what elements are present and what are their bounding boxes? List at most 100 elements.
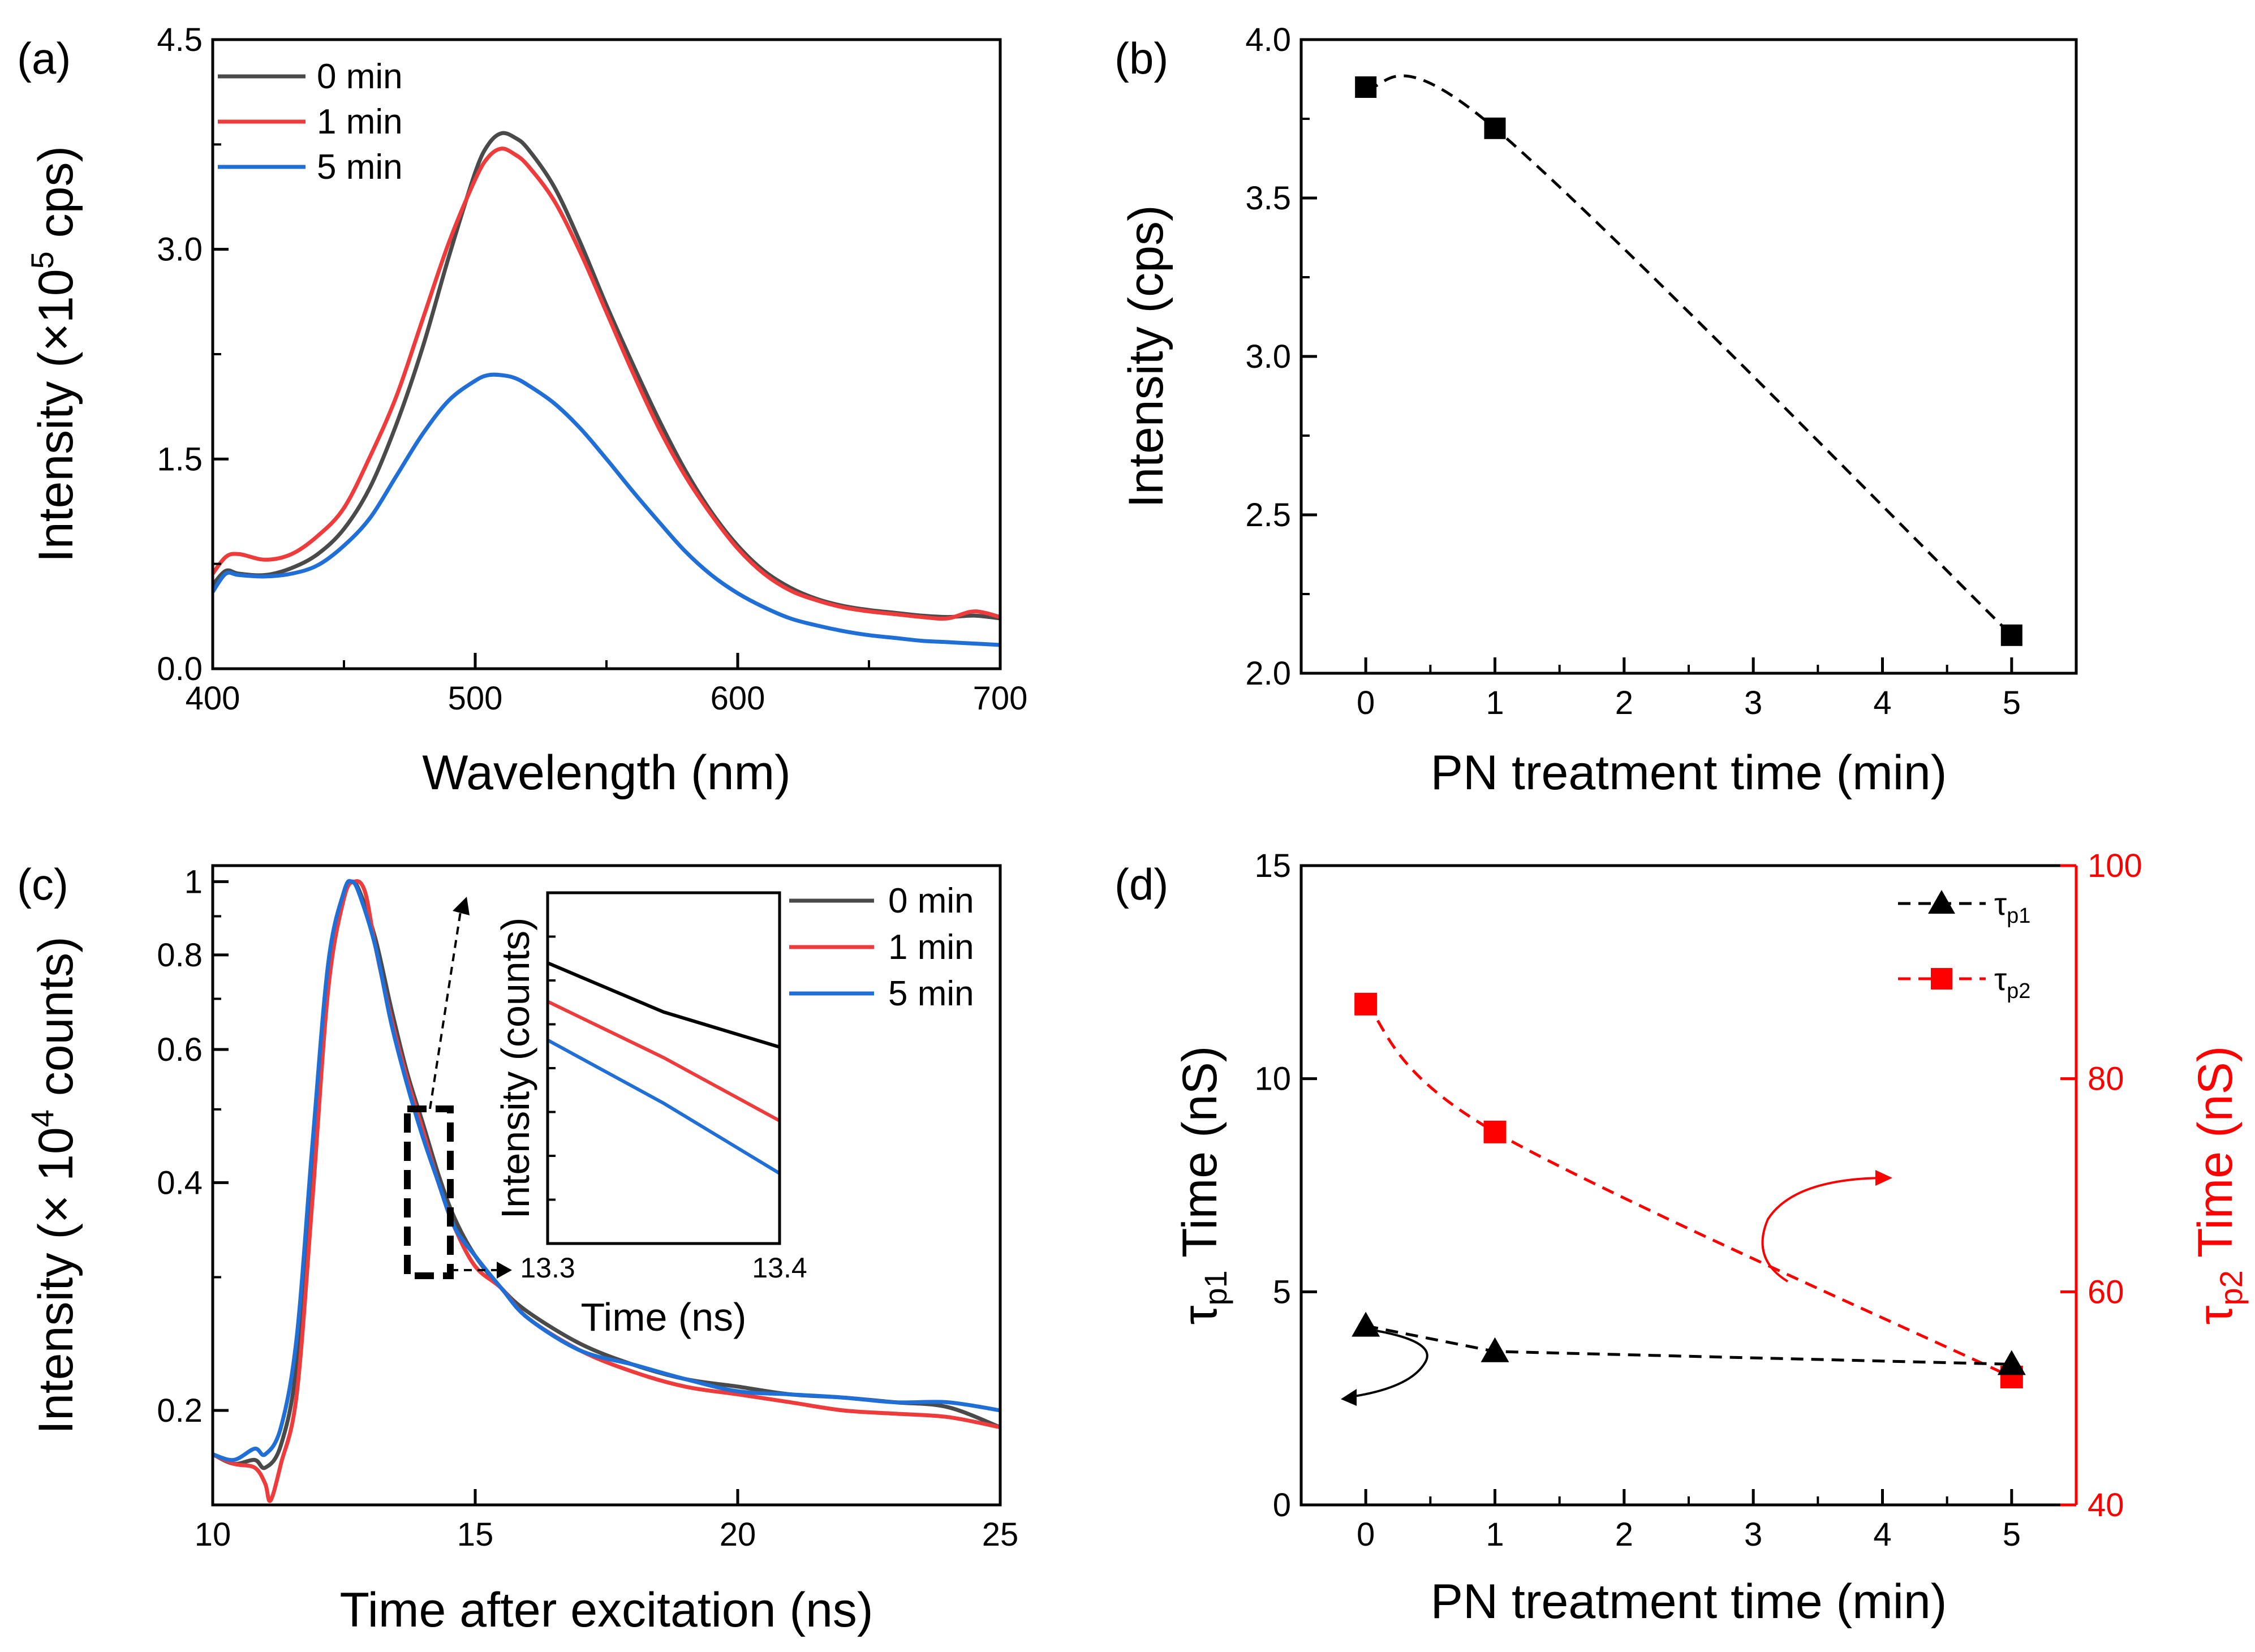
panel-c: (c) 10 15 20 25 0.2 0.4 0.6 0.8 1 Time after excit… (17, 859, 1018, 1637)
inset-series-line-1 (546, 1000, 781, 1122)
legend-label-2: 5 min (888, 974, 974, 1013)
y-tick-label: 4.0 (1245, 21, 1291, 58)
x-tick-label: 3 (1744, 685, 1762, 721)
axis-indicator-arrow-right (1761, 1177, 1882, 1283)
x-tick-label: 2 (1615, 685, 1633, 721)
y-left-tick-label: 10 (1254, 1061, 1291, 1098)
x-tick-label: 15 (457, 1516, 494, 1553)
series-line-2 (211, 372, 1001, 647)
panel-label: (c) (17, 859, 68, 909)
inset-series-line-0 (546, 961, 780, 1049)
panel-label: (a) (17, 33, 71, 83)
x-tick-label: 5 (2003, 1516, 2021, 1553)
y-left-tick-label: 15 (1254, 847, 1291, 884)
axis-indicator-arrowhead-right (1875, 1170, 1892, 1186)
series-line-1 (212, 879, 1001, 1503)
x-tick-label: 20 (720, 1516, 756, 1553)
y-axis-title: Intensity (× 104 counts) (24, 936, 83, 1434)
y-right-tick-label: 60 (2088, 1274, 2124, 1310)
data-point-tau-p2 (1354, 992, 1378, 1016)
inset-y-axis-title: Intensity (counts) (493, 918, 537, 1219)
legend-label-0: τp1 (1994, 886, 2030, 928)
legend-marker-0 (1928, 890, 1955, 914)
inset-frame (546, 891, 781, 1245)
data-point (1484, 117, 1506, 139)
series-line-tau-p1 (1365, 1324, 2012, 1366)
y-right-axis-title: τp2 Time (nS) (2188, 1046, 2249, 1325)
legend-label-tau: τ (1994, 961, 2007, 997)
y-tick-label: 0.4 (157, 1164, 203, 1201)
y-axis-title: Intensity (cps) (1119, 205, 1173, 507)
inset-series-line-2 (546, 1038, 781, 1175)
y-tick-label: 0.8 (157, 937, 203, 974)
legend-label-1: τp2 (1994, 961, 2030, 1003)
x-tick-label: 500 (448, 680, 503, 717)
y-tick-label: 1 (184, 863, 203, 900)
y-right-title-tau: τ (2188, 1305, 2243, 1324)
x-axis-title: PN treatment time (min) (1431, 1574, 1947, 1629)
x-tick-label: 1 (1486, 685, 1504, 721)
legend-label-sub: p2 (2007, 979, 2030, 1003)
y-axis-title-exp: 4 (24, 1109, 60, 1127)
legend-marker-1 (1931, 968, 1952, 990)
y-axis-title-end: cps) (29, 146, 83, 251)
inset-x-tick-label: 13.3 (520, 1252, 575, 1284)
y-axis-title-main: Intensity (×10 (29, 269, 83, 562)
inset-x-tick-label: 13.4 (752, 1252, 807, 1284)
y-right-title-rest: Time (nS) (2188, 1046, 2243, 1271)
panel-b: (b) 0 1 2 3 4 5 2.0 2.5 3.0 3.5 4.0 PN treatment tim… (1114, 21, 2078, 800)
series-line-1 (211, 147, 1001, 621)
y-left-tick-label: 0 (1273, 1487, 1291, 1524)
y-tick-label: 0.2 (157, 1392, 203, 1429)
y-axis-title-end: counts) (29, 936, 83, 1109)
y-right-tick-label: 80 (2088, 1061, 2124, 1098)
x-tick-label: 3 (1744, 1516, 1762, 1553)
legend-label-tau: τ (1994, 886, 2007, 922)
panel-label: (d) (1114, 859, 1168, 909)
x-tick-label: 5 (2003, 685, 2021, 721)
panel-d: (d) 0 1 2 3 4 5 0 5 10 15 40 60 80 100 PN treatment tim… (1114, 847, 2249, 1629)
x-tick-label: 25 (982, 1516, 1019, 1553)
y-right-tick-label: 40 (2088, 1487, 2124, 1524)
y-axis-title: Intensity (×105 cps) (24, 146, 83, 562)
x-tick-label: 600 (711, 680, 765, 717)
plot-frame (211, 864, 1002, 1507)
x-tick-label: 0 (1357, 1516, 1375, 1553)
legend-label-2: 5 min (317, 148, 403, 187)
y-tick-label: 2.5 (1245, 497, 1291, 534)
series-line-0 (211, 131, 1001, 621)
legend-label-1: 1 min (888, 928, 974, 967)
zoom-arrow-head (453, 897, 470, 915)
y-tick-label: 3.0 (1245, 338, 1291, 375)
y-left-axis-title: τp1 Time (nS) (1173, 1046, 1233, 1325)
zoom-arrow-line (429, 907, 462, 1109)
y-left-tick-label: 5 (1273, 1274, 1291, 1310)
plot-frame (1299, 38, 2078, 675)
data-point (1355, 76, 1377, 98)
series-line-2 (212, 879, 1001, 1462)
zoom-box (404, 1105, 454, 1279)
x-tick-label: 700 (973, 680, 1028, 717)
axis-indicator-arrow-left (1346, 1328, 1428, 1399)
y-tick-label: 0.6 (157, 1031, 203, 1068)
x-tick-label: 2 (1615, 1516, 1633, 1553)
axis-indicator-arrowhead-left (1341, 1389, 1357, 1406)
legend-label-1: 1 min (317, 102, 403, 141)
data-point (2000, 624, 2022, 646)
y-tick-label: 3.5 (1245, 180, 1291, 217)
x-tick-label: 400 (186, 680, 240, 717)
y-left-title-sub: p1 (1198, 1270, 1233, 1305)
y-axis-title-main: Intensity (× 10 (29, 1127, 83, 1434)
x-tick-label: 10 (195, 1516, 231, 1553)
plot-frame (1299, 864, 2076, 1507)
data-point-tau-p1 (1352, 1311, 1380, 1337)
x-tick-label: 1 (1486, 1516, 1504, 1553)
data-point-tau-p1 (1481, 1337, 1509, 1362)
data-point-tau-p2 (1483, 1120, 1507, 1143)
legend-label-0: 0 min (888, 881, 974, 920)
series-line (1365, 74, 2013, 636)
y-left-title-tau: τ (1173, 1305, 1227, 1324)
x-axis-title: PN treatment time (min) (1431, 746, 1947, 800)
y-tick-label: 0.0 (157, 651, 203, 687)
